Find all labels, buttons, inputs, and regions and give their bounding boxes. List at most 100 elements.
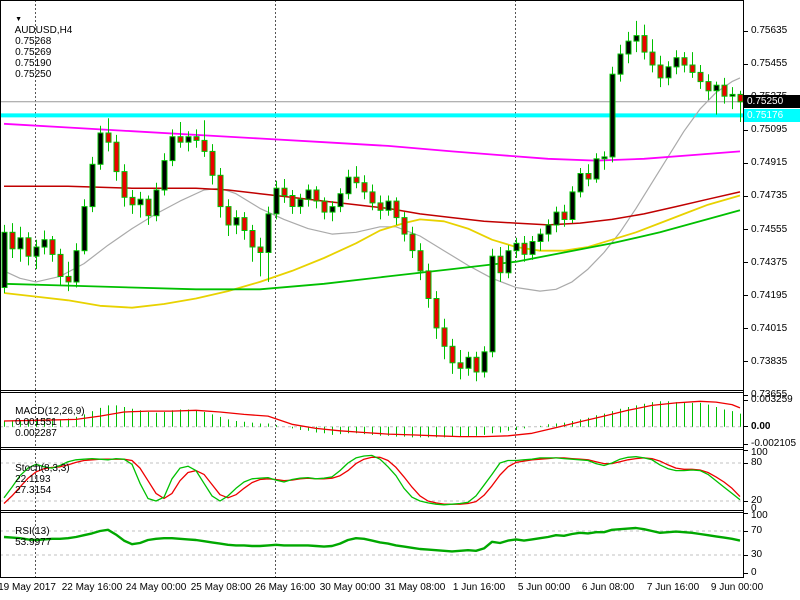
time-axis[interactable]: 19 May 2017 22 May 16:00 24 May 00:00 25 Ma…	[0, 578, 800, 600]
candle-bear	[353, 176, 360, 184]
candle-bull	[617, 53, 624, 75]
time-axis-label: 24 May 00:00	[125, 582, 187, 593]
candle-bull	[673, 57, 680, 68]
candle-bear	[217, 174, 224, 208]
axis-tick	[744, 295, 748, 297]
macd-signal-line	[3, 400, 741, 438]
axis-tick	[744, 195, 748, 197]
macd-panel-canvas[interactable]	[0, 392, 744, 447]
candle-bull	[17, 237, 24, 250]
current-price-box: 0.75250	[744, 95, 800, 108]
candle-bear	[425, 270, 432, 299]
candle-bull	[545, 224, 552, 235]
time-axis-label: 6 Jun 08:00	[581, 582, 635, 593]
candle-bull	[529, 241, 536, 255]
candle-bear	[57, 253, 64, 277]
axis-tick	[744, 394, 748, 396]
macd-axis-label: 0.00	[751, 420, 771, 432]
separator-stoch-top	[0, 449, 744, 450]
axis-tick	[744, 30, 748, 32]
candle-bear	[361, 182, 368, 193]
candle-bear	[257, 246, 264, 253]
symbol-dropdown-icon[interactable]: ▼	[15, 16, 23, 23]
ma-gray-line	[3, 77, 741, 292]
candle-bull	[609, 73, 616, 158]
price-axis-label: 0.74195	[751, 289, 788, 301]
candle-bear	[377, 202, 384, 211]
candle-bear	[585, 173, 592, 180]
candle-bear	[49, 239, 56, 255]
axis-tick	[744, 554, 748, 556]
separator-stoch-bottom	[0, 510, 744, 511]
stochastic-panel-canvas[interactable]	[0, 449, 744, 510]
candle-bull	[161, 160, 168, 191]
axis-tick	[744, 361, 748, 363]
hline-price-box: 0.75176	[744, 109, 800, 122]
candle-bear	[393, 200, 400, 219]
candle-bear	[121, 171, 128, 198]
price-axis-label: 0.74735	[751, 190, 788, 202]
candle-bull	[265, 213, 272, 253]
candle-bull	[73, 250, 80, 283]
separator-macd-bottom	[0, 447, 744, 448]
candle-bear	[457, 362, 464, 369]
candle-bear	[649, 51, 656, 66]
candle-bear	[25, 237, 32, 257]
candle-bull	[33, 246, 40, 257]
stochastic-axis-label: 0	[751, 503, 757, 514]
candle-bull	[385, 200, 392, 211]
price-axis-label: 0.74915	[751, 157, 788, 169]
candle-bear	[433, 298, 440, 329]
price-axis-label: 0.74015	[751, 322, 788, 334]
macd-value-2: 0.002287	[15, 428, 57, 439]
candle-bear	[225, 206, 232, 226]
stoch-label: Stoch(8,3,3) 22.1193 27.3154	[4, 452, 75, 507]
candle-bull	[537, 233, 544, 243]
stochastic-axis-label: 20	[751, 495, 763, 506]
price-chart-canvas[interactable]	[0, 0, 744, 390]
rsi-axis-label: 100	[751, 510, 768, 521]
candle-bear	[401, 217, 408, 235]
frame-top-line	[0, 0, 744, 1]
axis-tick	[744, 512, 748, 514]
axis-tick	[744, 449, 748, 451]
candle-bull	[297, 198, 304, 208]
time-axis-label: 19 May 2017	[0, 582, 56, 593]
candle-bull	[305, 189, 312, 200]
time-axis-label: 1 Jun 16:00	[452, 582, 506, 593]
price-axis-label: 0.75635	[751, 25, 788, 36]
price-axis-label: 0.75455	[751, 58, 788, 70]
candle-bear	[177, 136, 184, 143]
price-axis-label: 0.73835	[751, 355, 788, 367]
ohlc-high: 0.75269	[15, 47, 52, 58]
candle-bear	[697, 71, 704, 83]
candle-bear	[705, 81, 712, 92]
candle-bull	[633, 35, 640, 42]
candle-bear	[497, 255, 504, 274]
separator-main-bottom	[0, 390, 744, 391]
candle-bear	[689, 64, 696, 73]
stoch-name: Stoch(8,3,3)	[15, 463, 70, 474]
candle-bear	[281, 187, 288, 197]
price-axis-label: 0.75095	[751, 124, 788, 136]
candle-bear	[313, 189, 320, 202]
price-axis[interactable]: 0.75250 0.75176 0.756350.754550.752750.7…	[744, 0, 800, 578]
time-axis-label: 5 Jun 00:00	[517, 582, 571, 593]
rsi-panel-canvas[interactable]	[0, 512, 744, 577]
time-axis-label: 25 May 08:00	[190, 582, 252, 593]
candle-bull	[89, 163, 96, 208]
macd-name: MACD(12,26,9)	[15, 406, 85, 417]
axis-tick	[744, 513, 748, 515]
candle-bear	[657, 64, 664, 79]
axis-separator-line	[743, 0, 744, 578]
ma-green-line	[3, 209, 741, 291]
candle-bear	[521, 242, 528, 255]
candle-bull	[345, 176, 352, 195]
candle-bull	[233, 217, 240, 226]
macd-value-1: 0.001551	[15, 417, 57, 428]
candle-bear	[561, 211, 568, 221]
candle-bull	[137, 198, 144, 206]
candle-bull	[601, 156, 608, 160]
axis-tick	[744, 63, 748, 65]
